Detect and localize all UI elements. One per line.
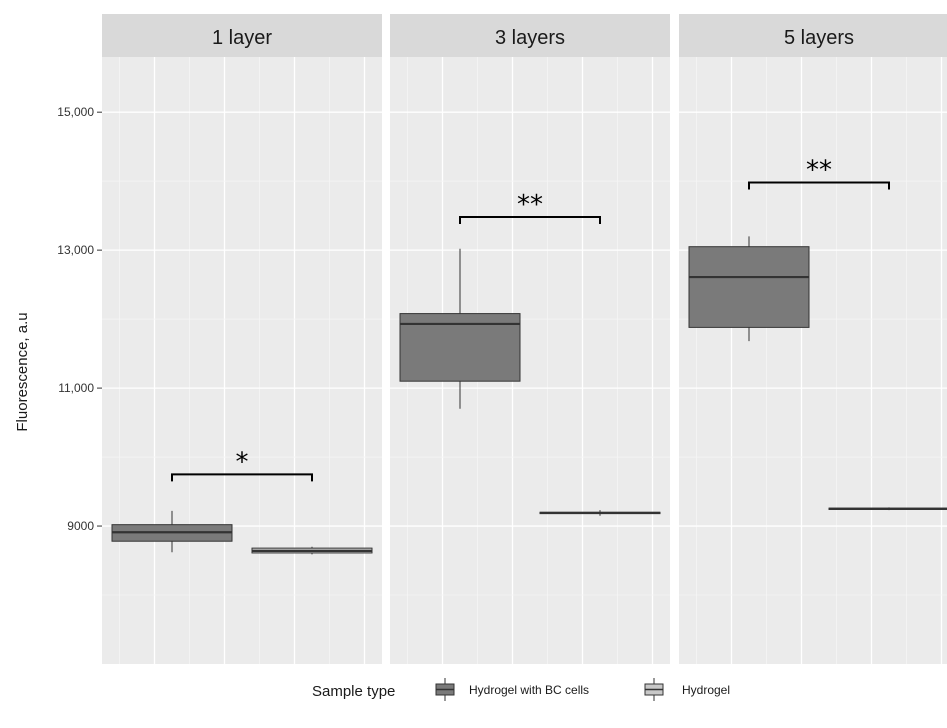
significance-bracket: ** [459,190,601,225]
y-tick-label: 9000 [67,519,94,533]
facet-strip-label: 1 layer [212,27,272,49]
box-iqr [688,246,810,328]
facet-strip [102,14,382,57]
significance-bracket: ** [748,156,890,190]
legend-key-hydrogel-bc [435,678,455,701]
panel-background [102,57,382,664]
legend-label-hydrogel-bc: Hydrogel with BC cells [469,683,589,697]
y-tick-label: 13,000 [57,243,94,257]
facet-strip-label: 5 layers [784,27,854,49]
box-hydrogel [828,507,947,511]
significance-label: ** [517,190,543,220]
facet-panels: 1 layer * 3 layers ** 5 layers ** [102,14,947,664]
box-hydrogel [539,510,661,516]
significance-label: ** [806,156,832,186]
facet-2: 3 layers ** [390,14,670,664]
y-tick-label: 11,000 [58,381,94,395]
box-hydrogel-bc [399,248,521,409]
significance-label: * [236,447,249,477]
legend-key-hydrogel [644,678,664,701]
facet-3: 5 layers ** [679,14,947,664]
facet-strip [390,14,670,57]
bracket-line [748,181,890,190]
y-tick-label: 15,000 [57,105,94,119]
box-hydrogel-bc [111,510,233,553]
bracket-line [459,216,601,225]
legend-title: Sample type [312,683,395,700]
facet-strip [679,14,947,57]
box-hydrogel [251,546,373,555]
y-axis: 9000 11,000 13,000 15,000 [57,105,102,533]
box-hydrogel-bc [688,236,810,342]
significance-bracket: * [171,447,313,482]
facet-1: 1 layer * [102,14,382,664]
legend-label-hydrogel: Hydrogel [682,683,730,697]
bracket-line [171,473,313,482]
legend: Sample type Hydrogel with BC cells Hydro… [312,678,730,701]
y-axis-title: Fluorescence, a.u [14,312,31,431]
facet-strip-label: 3 layers [495,27,565,49]
panel-background [679,57,947,664]
